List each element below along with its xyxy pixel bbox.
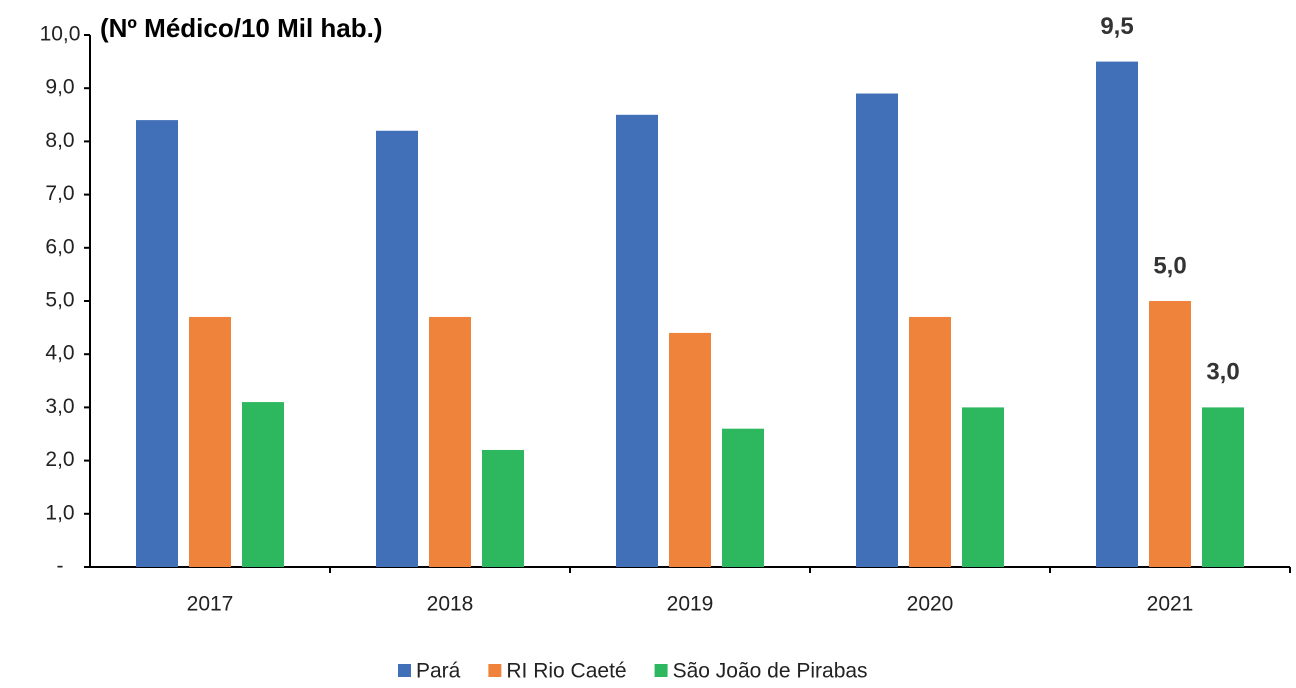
bar: [136, 120, 178, 568]
bar: [1202, 407, 1244, 567]
y-tick-label: 3,0: [45, 395, 74, 418]
bar: [1096, 61, 1138, 567]
bar: [242, 402, 284, 567]
x-tick-label: 2021: [1147, 593, 1194, 616]
y-tick-label: 7,0: [45, 182, 74, 205]
y-tick-label: 10,0: [40, 23, 81, 46]
bar: [616, 114, 658, 568]
x-tick-label: 2019: [667, 593, 714, 616]
bar: [909, 316, 951, 567]
legend-swatch: [654, 664, 668, 677]
legend-label: RI Rio Caeté: [506, 660, 626, 683]
legend-swatch: [488, 664, 502, 677]
bar: [189, 316, 231, 567]
value-label: 3,0: [1206, 359, 1239, 386]
chart-title: (Nº Médico/10 Mil hab.): [100, 13, 383, 43]
legend-swatch: [398, 664, 411, 677]
bar: [669, 332, 711, 567]
bar: [1149, 301, 1191, 567]
bar: [376, 130, 418, 567]
bar: [429, 316, 471, 567]
y-tick-label: 8,0: [45, 129, 74, 152]
y-tick-label: -: [57, 555, 64, 578]
bar: [722, 428, 764, 567]
bar: [856, 93, 898, 568]
x-tick-label: 2018: [427, 593, 474, 616]
y-tick-label: 2,0: [45, 448, 74, 471]
y-tick-label: 4,0: [45, 342, 74, 365]
x-tick-label: 2020: [907, 593, 954, 616]
y-tick-label: 1,0: [45, 501, 74, 524]
y-tick-label: 9,0: [45, 76, 74, 99]
value-label: 9,5: [1100, 13, 1133, 40]
value-label: 5,0: [1153, 252, 1186, 279]
y-tick-label: 6,0: [45, 235, 74, 258]
bar: [962, 407, 1004, 567]
bar: [482, 449, 524, 567]
legend-label: Pará: [416, 660, 461, 683]
x-tick-label: 2017: [187, 593, 234, 616]
legend-label: São João de Pirabas: [673, 660, 868, 683]
y-tick-label: 5,0: [45, 289, 74, 312]
